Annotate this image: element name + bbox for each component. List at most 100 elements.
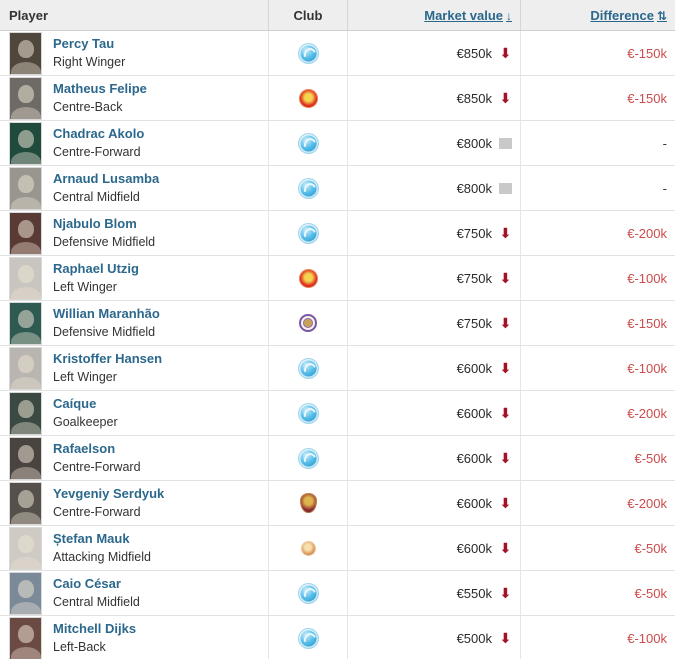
table-header: Player Club Market value ↓ Difference ⇅ bbox=[0, 0, 675, 31]
market-value: €600k bbox=[456, 360, 492, 376]
player-position: Central Midfield bbox=[53, 190, 140, 205]
club-badge-icon[interactable] bbox=[298, 583, 318, 603]
club-cell bbox=[268, 616, 347, 659]
player-name-link[interactable]: Willian Maranhão bbox=[53, 305, 160, 321]
player-cell: Mitchell Dijks Left-Back bbox=[0, 616, 268, 659]
difference-value: €-200k bbox=[627, 495, 667, 511]
market-value: €600k bbox=[456, 540, 492, 556]
market-value-cell: €750k ⬇ bbox=[347, 211, 520, 255]
player-name-link[interactable]: Rafaelson bbox=[53, 440, 116, 456]
player-photo[interactable] bbox=[9, 211, 42, 255]
club-cell bbox=[268, 301, 347, 345]
club-badge-icon[interactable] bbox=[301, 541, 315, 555]
player-cell: Njabulo Blom Defensive Midfield bbox=[0, 211, 268, 255]
difference-header-label: Difference bbox=[590, 7, 654, 23]
unchanged-icon bbox=[499, 137, 512, 149]
player-info: Mitchell Dijks Left-Back bbox=[53, 620, 136, 657]
player-position: Defensive Midfield bbox=[53, 235, 156, 250]
player-photo[interactable] bbox=[9, 616, 42, 659]
club-badge-icon[interactable] bbox=[298, 133, 318, 153]
market-value-sort-link[interactable]: Market value ↓ bbox=[424, 8, 512, 23]
trend-down-icon: ⬇ bbox=[499, 45, 512, 61]
difference-cell: €-200k bbox=[520, 391, 675, 435]
player-cell: Kristoffer Hansen Left Winger bbox=[0, 346, 268, 390]
market-value: €750k bbox=[456, 270, 492, 286]
difference-value: - bbox=[662, 135, 667, 151]
player-name-link[interactable]: Arnaud Lusamba bbox=[53, 170, 160, 186]
club-badge-icon[interactable] bbox=[298, 268, 318, 288]
club-badge-icon[interactable] bbox=[298, 178, 318, 198]
club-badge-icon[interactable] bbox=[299, 493, 317, 513]
player-position: Left-Back bbox=[53, 640, 106, 655]
player-photo[interactable] bbox=[9, 436, 42, 480]
player-position: Centre-Forward bbox=[53, 505, 141, 520]
player-name-link[interactable]: Caio César bbox=[53, 575, 121, 591]
table-row: Matheus Felipe Centre-Back €850k ⬇ €-150… bbox=[0, 76, 675, 121]
player-info: Caio César Central Midfield bbox=[53, 575, 140, 612]
player-photo[interactable] bbox=[9, 121, 42, 165]
player-name-link[interactable]: Njabulo Blom bbox=[53, 215, 137, 231]
player-name-link[interactable]: Kristoffer Hansen bbox=[53, 350, 163, 366]
player-position: Right Winger bbox=[53, 55, 126, 70]
table-row: Percy Tau Right Winger €850k ⬇ €-150k bbox=[0, 31, 675, 76]
player-photo[interactable] bbox=[9, 391, 42, 435]
player-name-link[interactable]: Ștefan Mauk bbox=[53, 530, 130, 546]
player-cell: Rafaelson Centre-Forward bbox=[0, 436, 268, 480]
player-name-link[interactable]: Matheus Felipe bbox=[53, 80, 147, 96]
table-row: Yevgeniy Serdyuk Centre-Forward €600k ⬇ … bbox=[0, 481, 675, 526]
club-cell bbox=[268, 391, 347, 435]
trend-down-icon: ⬇ bbox=[499, 360, 512, 376]
player-photo[interactable] bbox=[9, 481, 42, 525]
player-info: Ștefan Mauk Attacking Midfield bbox=[53, 530, 151, 567]
table-row: Mitchell Dijks Left-Back €500k ⬇ €-100k bbox=[0, 616, 675, 659]
player-photo[interactable] bbox=[9, 346, 42, 390]
player-photo[interactable] bbox=[9, 31, 42, 75]
difference-cell: €-150k bbox=[520, 301, 675, 345]
player-photo[interactable] bbox=[9, 256, 42, 300]
club-badge-icon[interactable] bbox=[298, 223, 318, 243]
club-badge-icon[interactable] bbox=[299, 314, 317, 332]
player-photo[interactable] bbox=[9, 526, 42, 570]
player-photo[interactable] bbox=[9, 76, 42, 120]
difference-cell: €-100k bbox=[520, 616, 675, 659]
club-cell bbox=[268, 76, 347, 120]
player-name-link[interactable]: Caíque bbox=[53, 395, 97, 411]
difference-cell: €-150k bbox=[520, 76, 675, 120]
player-cell: Yevgeniy Serdyuk Centre-Forward bbox=[0, 481, 268, 525]
market-value-cell: €750k ⬇ bbox=[347, 301, 520, 345]
difference-sort-link[interactable]: Difference ⇅ bbox=[590, 8, 667, 23]
trend-down-icon: ⬇ bbox=[499, 585, 512, 601]
difference-value: €-150k bbox=[627, 315, 667, 331]
club-cell bbox=[268, 31, 347, 75]
player-cell: Ștefan Mauk Attacking Midfield bbox=[0, 526, 268, 570]
market-value: €600k bbox=[456, 405, 492, 421]
table-row: Chadrac Akolo Centre-Forward €800k - bbox=[0, 121, 675, 166]
player-photo[interactable] bbox=[9, 166, 42, 210]
column-header-difference: Difference ⇅ bbox=[520, 0, 675, 30]
club-badge-icon[interactable] bbox=[298, 628, 318, 648]
player-photo[interactable] bbox=[9, 301, 42, 345]
club-badge-icon[interactable] bbox=[298, 88, 318, 108]
club-badge-icon[interactable] bbox=[298, 358, 318, 378]
player-photo[interactable] bbox=[9, 571, 42, 615]
club-badge-icon[interactable] bbox=[298, 43, 318, 63]
player-name-link[interactable]: Mitchell Dijks bbox=[53, 620, 137, 636]
difference-value: €-100k bbox=[627, 270, 667, 286]
player-cell: Raphael Utzig Left Winger bbox=[0, 256, 268, 300]
club-badge-icon[interactable] bbox=[298, 403, 318, 423]
player-position: Goalkeeper bbox=[53, 415, 118, 430]
player-info: Kristoffer Hansen Left Winger bbox=[53, 350, 162, 387]
table-row: Rafaelson Centre-Forward €600k ⬇ €-50k bbox=[0, 436, 675, 481]
trend-down-icon: ⬇ bbox=[499, 405, 512, 421]
market-value: €600k bbox=[456, 450, 492, 466]
player-name-link[interactable]: Yevgeniy Serdyuk bbox=[53, 485, 165, 501]
player-name-link[interactable]: Raphael Utzig bbox=[53, 260, 139, 276]
difference-value: €-100k bbox=[627, 360, 667, 376]
player-position: Centre-Forward bbox=[53, 145, 141, 160]
player-name-link[interactable]: Chadrac Akolo bbox=[53, 125, 145, 141]
difference-cell: €-100k bbox=[520, 346, 675, 390]
club-cell bbox=[268, 436, 347, 480]
club-badge-icon[interactable] bbox=[298, 448, 318, 468]
player-info: Chadrac Akolo Centre-Forward bbox=[53, 125, 144, 162]
player-name-link[interactable]: Percy Tau bbox=[53, 35, 115, 51]
